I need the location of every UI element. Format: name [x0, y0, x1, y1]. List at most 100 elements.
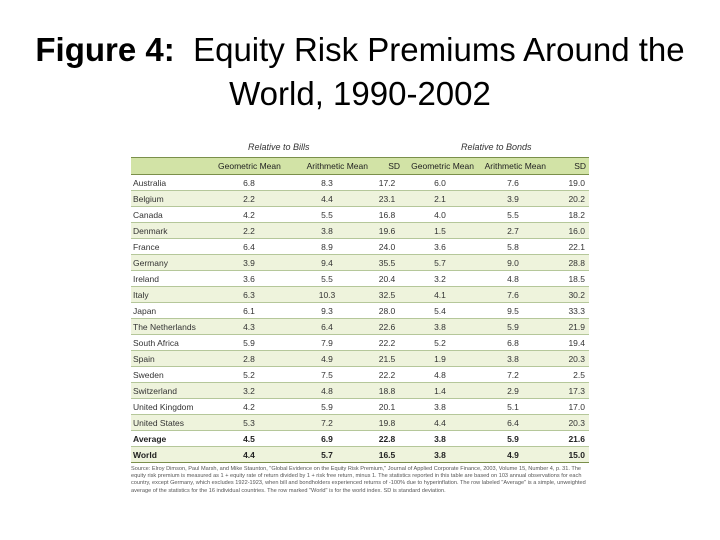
bonds-geometric-mean-cell: 5.7 [403, 254, 477, 271]
bills-sd-cell: 20.4 [371, 270, 403, 287]
bills-geometric-mean-cell: 4.3 [215, 318, 283, 335]
bonds-arithmetic-mean-cell: 4.8 [477, 270, 549, 287]
country-cell: World [131, 446, 215, 463]
bills-arithmetic-mean-cell: 4.4 [283, 190, 371, 207]
table-row: United States 5.3 7.2 19.8 4.4 6.4 20.3 [131, 414, 589, 431]
bills-arithmetic-mean-cell: 6.9 [283, 430, 371, 447]
bonds-arithmetic-mean-cell: 6.4 [477, 414, 549, 431]
bills-arithmetic-mean-cell: 5.5 [283, 270, 371, 287]
bills-sd-cell: 24.0 [371, 238, 403, 255]
bills-arithmetic-mean-cell: 10.3 [283, 286, 371, 303]
bonds-sd-cell: 19.0 [549, 174, 589, 191]
bonds-arithmetic-mean-cell: 7.6 [477, 286, 549, 303]
bills-geometric-mean-cell: 3.9 [215, 254, 283, 271]
bonds-sd-cell: 19.4 [549, 334, 589, 351]
bills-geometric-mean-cell: 5.2 [215, 366, 283, 383]
bills-geometric-mean-cell: 2.2 [215, 222, 283, 239]
bonds-sd-cell: 17.0 [549, 398, 589, 415]
bills-arithmetic-mean-cell: 5.9 [283, 398, 371, 415]
country-cell: Switzerland [131, 382, 215, 399]
bills-sd-cell: 16.5 [371, 446, 403, 463]
bonds-arithmetic-mean-cell: 5.8 [477, 238, 549, 255]
table-row: The Netherlands 4.3 6.4 22.6 3.8 5.9 21.9 [131, 318, 589, 335]
bonds-arithmetic-mean-cell: 5.9 [477, 318, 549, 335]
bonds-arithmetic-mean-cell: 6.8 [477, 334, 549, 351]
bills-geometric-mean-cell: 2.2 [215, 190, 283, 207]
bonds-sd-cell: 20.3 [549, 414, 589, 431]
table-row: Canada 4.2 5.5 16.8 4.0 5.5 18.2 [131, 206, 589, 223]
header-bonds-arithmetic-mean: Arithmetic Mean [477, 157, 549, 175]
table-row: South Africa 5.9 7.9 22.2 5.2 6.8 19.4 [131, 334, 589, 351]
country-cell: Spain [131, 350, 215, 367]
bills-sd-cell: 22.6 [371, 318, 403, 335]
bonds-sd-cell: 2.5 [549, 366, 589, 383]
bonds-sd-cell: 18.5 [549, 270, 589, 287]
bonds-arithmetic-mean-cell: 5.1 [477, 398, 549, 415]
bills-sd-cell: 16.8 [371, 206, 403, 223]
bills-sd-cell: 35.5 [371, 254, 403, 271]
table-row: United Kingdom 4.2 5.9 20.1 3.8 5.1 17.0 [131, 398, 589, 415]
header-bills-geometric-mean: Geometric Mean [215, 157, 283, 175]
bonds-arithmetic-mean-cell: 7.2 [477, 366, 549, 383]
bonds-sd-cell: 33.3 [549, 302, 589, 319]
bonds-arithmetic-mean-cell: 2.9 [477, 382, 549, 399]
country-cell: United Kingdom [131, 398, 215, 415]
header-bills-sd: SD [371, 157, 403, 175]
bills-sd-cell: 19.8 [371, 414, 403, 431]
country-cell: Canada [131, 206, 215, 223]
bills-sd-cell: 17.2 [371, 174, 403, 191]
bonds-sd-cell: 21.9 [549, 318, 589, 335]
bills-sd-cell: 21.5 [371, 350, 403, 367]
country-cell: Japan [131, 302, 215, 319]
bills-sd-cell: 28.0 [371, 302, 403, 319]
bonds-sd-cell: 20.2 [549, 190, 589, 207]
country-cell: United States [131, 414, 215, 431]
bonds-geometric-mean-cell: 1.9 [403, 350, 477, 367]
title-line-1: Figure 4: Equity Risk Premiums Around th… [20, 28, 700, 72]
column-header-row: Geometric Mean Arithmetic Mean SD Geometric… [131, 157, 589, 175]
country-cell: South Africa [131, 334, 215, 351]
table-row: Ireland 3.6 5.5 20.4 3.2 4.8 18.5 [131, 270, 589, 287]
bonds-sd-cell: 20.3 [549, 350, 589, 367]
bonds-arithmetic-mean-cell: 9.0 [477, 254, 549, 271]
group-header-row: Relative to Bills Relative to Bonds [131, 141, 589, 157]
bills-geometric-mean-cell: 4.5 [215, 430, 283, 447]
bills-geometric-mean-cell: 6.1 [215, 302, 283, 319]
header-bonds-geometric-mean: Geometric Mean [403, 157, 477, 175]
group-header-bonds: Relative to Bonds [461, 142, 532, 152]
bonds-geometric-mean-cell: 3.8 [403, 430, 477, 447]
bills-geometric-mean-cell: 6.4 [215, 238, 283, 255]
bonds-geometric-mean-cell: 3.6 [403, 238, 477, 255]
title-text-line-1: Equity Risk Premiums Around the [193, 31, 685, 68]
equity-premium-table: Geometric Mean Arithmetic Mean SD Geometric… [131, 157, 589, 463]
table-row: Italy 6.3 10.3 32.5 4.1 7.6 30.2 [131, 286, 589, 303]
bonds-geometric-mean-cell: 1.4 [403, 382, 477, 399]
bonds-sd-cell: 28.8 [549, 254, 589, 271]
bonds-arithmetic-mean-cell: 7.6 [477, 174, 549, 191]
country-cell: Germany [131, 254, 215, 271]
bills-arithmetic-mean-cell: 3.8 [283, 222, 371, 239]
bonds-sd-cell: 21.6 [549, 430, 589, 447]
bills-sd-cell: 23.1 [371, 190, 403, 207]
country-cell: France [131, 238, 215, 255]
header-bills-arithmetic-mean: Arithmetic Mean [283, 157, 371, 175]
table-row: Switzerland 3.2 4.8 18.8 1.4 2.9 17.3 [131, 382, 589, 399]
country-cell: Ireland [131, 270, 215, 287]
table-body: Australia 6.8 8.3 17.2 6.0 7.6 19.0 Belgium 2.2 4… [131, 174, 589, 463]
summary-row: World 4.4 5.7 16.5 3.8 4.9 15.0 [131, 446, 589, 463]
bonds-arithmetic-mean-cell: 5.9 [477, 430, 549, 447]
bonds-geometric-mean-cell: 4.8 [403, 366, 477, 383]
bills-geometric-mean-cell: 6.3 [215, 286, 283, 303]
table-row: Germany 3.9 9.4 35.5 5.7 9.0 28.8 [131, 254, 589, 271]
bills-geometric-mean-cell: 4.2 [215, 206, 283, 223]
bills-geometric-mean-cell: 5.9 [215, 334, 283, 351]
bonds-sd-cell: 22.1 [549, 238, 589, 255]
country-cell: Italy [131, 286, 215, 303]
bills-arithmetic-mean-cell: 4.8 [283, 382, 371, 399]
table-row: Spain 2.8 4.9 21.5 1.9 3.8 20.3 [131, 350, 589, 367]
bonds-arithmetic-mean-cell: 2.7 [477, 222, 549, 239]
bills-geometric-mean-cell: 3.6 [215, 270, 283, 287]
bills-arithmetic-mean-cell: 5.5 [283, 206, 371, 223]
bills-geometric-mean-cell: 4.4 [215, 446, 283, 463]
table-row: France 6.4 8.9 24.0 3.6 5.8 22.1 [131, 238, 589, 255]
